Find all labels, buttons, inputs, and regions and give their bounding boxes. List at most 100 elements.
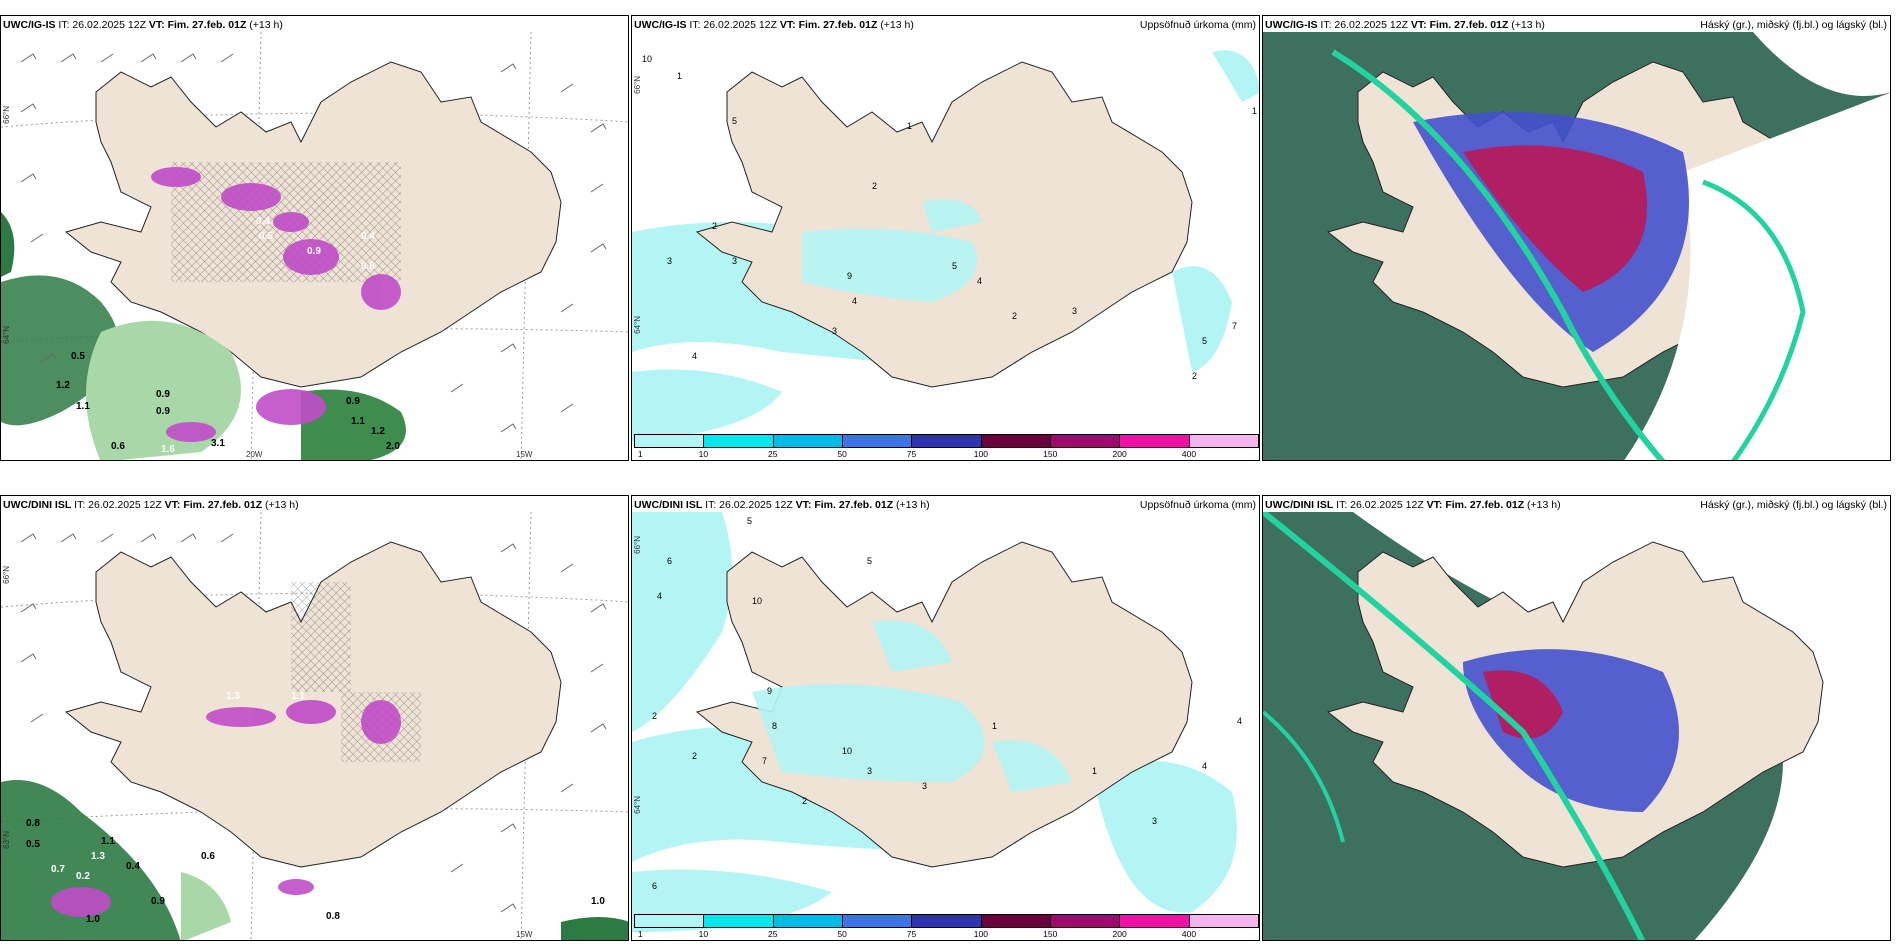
low-cloud-edge (1702, 179, 1806, 460)
colorbar-tick: 200 (1112, 449, 1127, 459)
panel-header: UWC/DINI ISL IT: 26.02.2025 12Z VT: Fim.… (3, 499, 299, 511)
wind-value: 1.6 (161, 444, 175, 455)
precip-colorbar: 1 10 25 50 75 100 150 200 400 (632, 432, 1259, 460)
wind-value: 0.6 (361, 261, 375, 272)
precip-value: 4 (977, 276, 983, 286)
colorbar-cell (704, 435, 774, 447)
wind-value: 0.6 (111, 441, 125, 452)
colorbar-tick: 75 (906, 929, 917, 939)
lon-label: 15W (516, 930, 533, 939)
clear-sky (1624, 92, 1890, 460)
cloud-map-svg (1263, 32, 1890, 460)
colorbar-cells (634, 914, 1259, 928)
precip-map-svg (632, 512, 1237, 932)
precip-value: 5 (952, 261, 958, 271)
colorbar-labels: 1 10 25 50 75 100 150 200 400 (634, 929, 1259, 939)
precip-map (632, 32, 1259, 460)
wind-value: 1.1 (291, 691, 305, 702)
hatched-area (291, 582, 351, 692)
precip-value: 10 (842, 746, 853, 756)
colorbar-cell (912, 435, 982, 447)
precip-value: 6 (667, 556, 673, 566)
wind-value: 0.9 (156, 389, 170, 400)
colorbar-cell (704, 915, 774, 927)
panel-cloud-igis: UWC/IG-IS IT: 26.02.2025 12Z VT: Fim. 27… (1262, 15, 1891, 461)
colorbar-cells (634, 434, 1259, 448)
colorbar-cell (635, 435, 705, 447)
colorbar-tick: 100 (973, 449, 988, 459)
colorbar-tick: 50 (837, 929, 847, 939)
lat-label: 66°N (633, 76, 642, 94)
green-areas (1, 780, 628, 940)
precip-value: 2 (872, 181, 878, 191)
precip-title: Uppsöfnuð úrkoma (mm) (1139, 499, 1256, 511)
precip-map (632, 512, 1259, 940)
precip-value: 6 (652, 881, 658, 891)
lat-label: 64°N (2, 326, 11, 344)
panel-wind-dini: UWC/DINI ISL IT: 26.02.2025 12Z VT: Fim.… (0, 495, 629, 941)
panel-cloud-dini: UWC/DINI ISL IT: 26.02.2025 12Z VT: Fim.… (1262, 495, 1891, 941)
precip-value: 2 (652, 711, 658, 721)
wind-value: 0.4 (126, 861, 140, 872)
high-cloud (1483, 670, 1563, 739)
wind-barbs (20, 53, 607, 433)
panel-precip-dini: UWC/DINI ISL IT: 26.02.2025 12Z VT: Fim.… (631, 495, 1260, 941)
wind-value: 1.3 (91, 851, 105, 862)
panel-precip-igis: UWC/IG-IS IT: 26.02.2025 12Z VT: Fim. 27… (631, 15, 1260, 461)
colorbar-tick: 25 (768, 449, 778, 459)
wind-value: 0.9 (307, 246, 321, 257)
precip-value: 9 (847, 271, 853, 281)
low-cloud-edge (1263, 512, 1646, 940)
colorbar-labels: 1 10 25 50 75 100 150 200 400 (634, 449, 1259, 459)
colorbar-cell (1120, 435, 1190, 447)
wind-value: 1.1 (101, 836, 115, 847)
wind-value: 0.8 (26, 818, 40, 829)
precip-value: 3 (732, 256, 738, 266)
precip-value: 3 (867, 766, 873, 776)
precip-colorbar: 1 10 25 50 75 100 150 200 400 (632, 912, 1259, 940)
colorbar-cell (773, 435, 843, 447)
wind-value: 0.5 (259, 231, 273, 242)
purple-areas (51, 700, 401, 917)
precip-value: 3 (667, 256, 673, 266)
precip-value: 10 (752, 596, 763, 606)
cloud-title: Háský (gr.), miðský (fj.bl.) og lágský (… (1700, 499, 1887, 511)
purple-areas (151, 167, 401, 442)
precip-value: 7 (1232, 321, 1238, 331)
colorbar-cell (1120, 915, 1190, 927)
precip-value: 1 (992, 721, 998, 731)
wind-value: 1.2 (371, 426, 385, 437)
cloud-map (1263, 32, 1890, 460)
colorbar-cell (842, 915, 913, 927)
wind-value: 1.2 (56, 380, 70, 391)
colorbar-tick: 150 (1043, 449, 1058, 459)
lat-label: 66°N (2, 566, 11, 584)
low-cloud-edge (1331, 49, 1666, 460)
colorbar-cell (1189, 435, 1258, 447)
wind-value: 1.0 (591, 896, 605, 907)
colorbar-tick: 200 (1112, 929, 1127, 939)
lon-label: 20W (246, 450, 263, 459)
colorbar-cell (981, 435, 1051, 447)
panel-wind-igis: UWC/IG-IS IT: 26.02.2025 12Z VT: Fim. 27… (0, 15, 629, 461)
precip-value: 9 (767, 686, 773, 696)
colorbar-cell (773, 915, 843, 927)
precip-value: 4 (1237, 716, 1243, 726)
lat-label: 64°N (633, 316, 642, 334)
colorbar-tick: 50 (837, 449, 847, 459)
wind-value: 1.1 (76, 401, 90, 412)
colorbar-cell (981, 915, 1051, 927)
lon-label: 15W (516, 450, 533, 459)
precip-value: 4 (657, 591, 663, 601)
precip-on-land (752, 620, 1072, 792)
wind-value: 3.1 (211, 438, 225, 449)
colorbar-tick: 1 (637, 449, 643, 459)
precip-value: 3 (922, 781, 928, 791)
wind-value: 0.6 (286, 434, 300, 445)
precip-value: 3 (1072, 306, 1078, 316)
wind-map-svg (1, 32, 628, 460)
colorbar-cell (1050, 435, 1121, 447)
colorbar-tick: 1 (637, 929, 643, 939)
precip-value: 8 (772, 721, 778, 731)
wind-value: 0.9 (156, 406, 170, 417)
